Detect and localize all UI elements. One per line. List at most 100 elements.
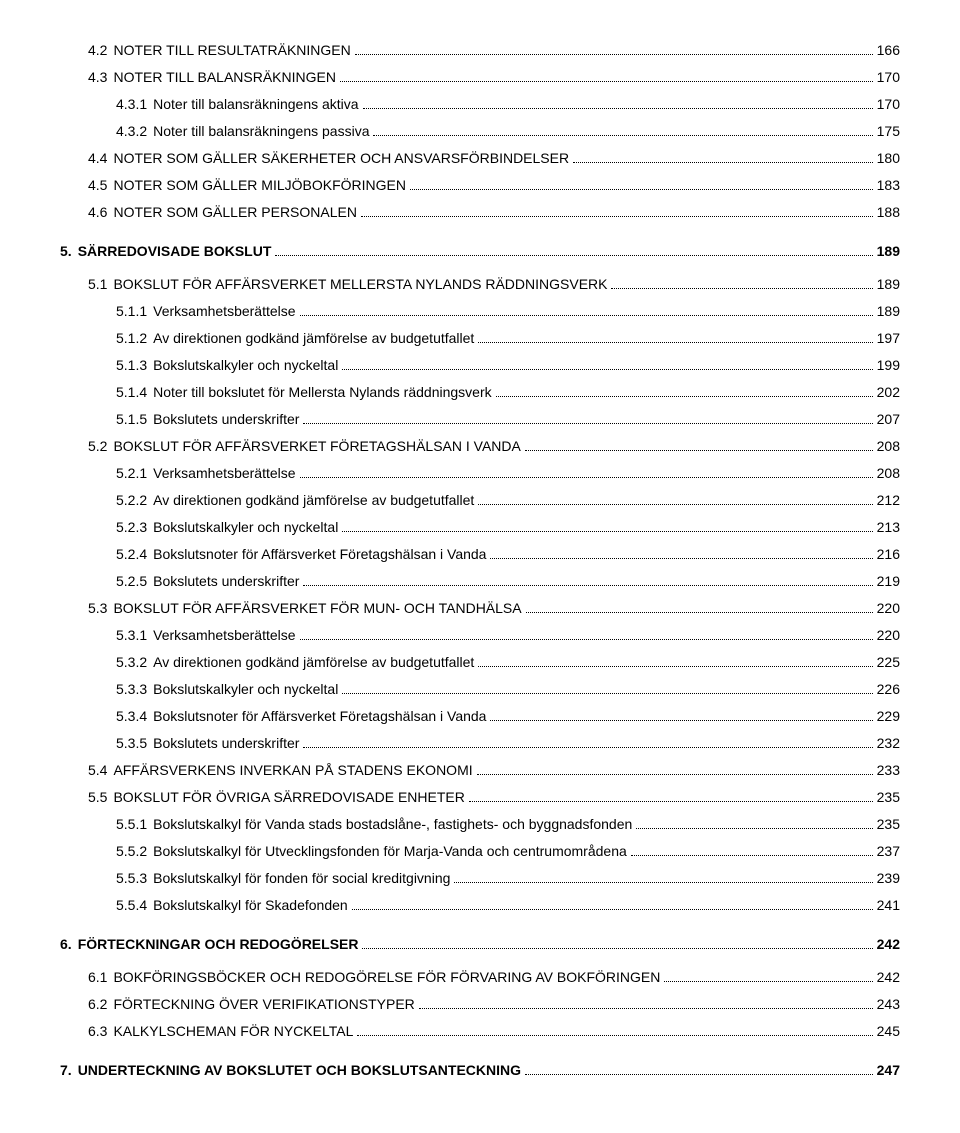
toc-leader-dots xyxy=(362,935,872,949)
toc-leader-dots xyxy=(525,1061,873,1075)
toc-entry-title: Bokslutets underskrifter xyxy=(147,409,299,430)
toc-entry[interactable]: 5.3.2Av direktionen godkänd jämförelse a… xyxy=(60,652,900,673)
toc-entry-number: 5.4 xyxy=(88,760,107,781)
toc-leader-dots xyxy=(357,1022,872,1036)
toc-entry-page: 239 xyxy=(877,868,900,889)
toc-entry[interactable]: 5.1.2Av direktionen godkänd jämförelse a… xyxy=(60,328,900,349)
toc-entry-title: KALKYLSCHEMAN FÖR NYCKELTAL xyxy=(107,1021,353,1042)
toc-entry-page: 237 xyxy=(877,841,900,862)
toc-entry-number: 4.6 xyxy=(88,202,107,223)
toc-entry-title: NOTER SOM GÄLLER SÄKERHETER OCH ANSVARSF… xyxy=(107,148,569,169)
toc-entry-title: SÄRREDOVISADE BOKSLUT xyxy=(72,241,272,262)
toc-leader-dots xyxy=(573,149,873,163)
toc-entry-page: 235 xyxy=(877,787,900,808)
toc-leader-dots xyxy=(664,968,872,982)
toc-entry[interactable]: 6.2FÖRTECKNING ÖVER VERIFIKATIONSTYPER24… xyxy=(60,994,900,1015)
toc-leader-dots xyxy=(361,203,873,217)
toc-entry-page: 170 xyxy=(877,67,900,88)
toc-entry-page: 207 xyxy=(877,409,900,430)
toc-entry-page: 170 xyxy=(877,94,900,115)
toc-entry-page: 245 xyxy=(877,1021,900,1042)
toc-entry[interactable]: 4.3NOTER TILL BALANSRÄKNINGEN170 xyxy=(60,67,900,88)
toc-entry-page: 189 xyxy=(877,241,900,262)
toc-leader-dots xyxy=(342,518,872,532)
toc-entry-page: 202 xyxy=(877,382,900,403)
toc-entry-page: 220 xyxy=(877,598,900,619)
toc-leader-dots xyxy=(342,356,872,370)
toc-entry-title: Bokslutskalkyl för Vanda stads bostadslå… xyxy=(147,814,632,835)
toc-entry[interactable]: 5.SÄRREDOVISADE BOKSLUT189 xyxy=(60,241,900,262)
toc-entry[interactable]: 5.5.2Bokslutskalkyl för Utvecklingsfonde… xyxy=(60,841,900,862)
toc-entry[interactable]: 4.3.2Noter till balansräkningens passiva… xyxy=(60,121,900,142)
toc-entry-number: 5.3.3 xyxy=(116,679,147,700)
toc-entry-number: 5.1.1 xyxy=(116,301,147,322)
toc-entry-title: NOTER SOM GÄLLER MILJÖBOKFÖRINGEN xyxy=(107,175,406,196)
toc-entry[interactable]: 5.1.1Verksamhetsberättelse189 xyxy=(60,301,900,322)
toc-entry-number: 5.2.1 xyxy=(116,463,147,484)
toc-leader-dots xyxy=(303,410,872,424)
toc-entry[interactable]: 6.FÖRTECKNINGAR OCH REDOGÖRELSER242 xyxy=(60,934,900,955)
toc-entry[interactable]: 5.3.1Verksamhetsberättelse220 xyxy=(60,625,900,646)
toc-entry-number: 5.3.1 xyxy=(116,625,147,646)
toc-entry[interactable]: 5.2BOKSLUT FÖR AFFÄRSVERKET FÖRETAGSHÄLS… xyxy=(60,436,900,457)
toc-entry-number: 5.5 xyxy=(88,787,107,808)
toc-entry[interactable]: 5.5BOKSLUT FÖR ÖVRIGA SÄRREDOVISADE ENHE… xyxy=(60,787,900,808)
toc-entry[interactable]: 4.5NOTER SOM GÄLLER MILJÖBOKFÖRINGEN183 xyxy=(60,175,900,196)
toc-entry-number: 4.3.2 xyxy=(116,121,147,142)
toc-entry-title: BOKSLUT FÖR ÖVRIGA SÄRREDOVISADE ENHETER xyxy=(107,787,464,808)
toc-entry-title: Noter till balansräkningens passiva xyxy=(147,121,369,142)
toc-entry[interactable]: 5.4AFFÄRSVERKENS INVERKAN PÅ STADENS EKO… xyxy=(60,760,900,781)
toc-entry-number: 4.5 xyxy=(88,175,107,196)
toc-entry-title: Noter till balansräkningens aktiva xyxy=(147,94,358,115)
toc-entry-number: 5.5.1 xyxy=(116,814,147,835)
toc-entry[interactable]: 5.3BOKSLUT FÖR AFFÄRSVERKET FÖR MUN- OCH… xyxy=(60,598,900,619)
toc-entry[interactable]: 7.UNDERTECKNING AV BOKSLUTET OCH BOKSLUT… xyxy=(60,1060,900,1081)
toc-entry[interactable]: 4.3.1Noter till balansräkningens aktiva1… xyxy=(60,94,900,115)
toc-entry-number: 5.3.5 xyxy=(116,733,147,754)
toc-leader-dots xyxy=(454,869,872,883)
toc-leader-dots xyxy=(303,572,872,586)
toc-leader-dots xyxy=(478,491,872,505)
toc-entry[interactable]: 5.3.4Bokslutsnoter för Affärsverket Före… xyxy=(60,706,900,727)
toc-entry[interactable]: 5.2.1Verksamhetsberättelse208 xyxy=(60,463,900,484)
toc-entry-page: 229 xyxy=(877,706,900,727)
toc-entry[interactable]: 5.2.4Bokslutsnoter för Affärsverket Före… xyxy=(60,544,900,565)
toc-entry-title: Av direktionen godkänd jämförelse av bud… xyxy=(147,652,474,673)
toc-entry-number: 5.1.2 xyxy=(116,328,147,349)
toc-entry-number: 5.1.5 xyxy=(116,409,147,430)
toc-entry[interactable]: 6.3KALKYLSCHEMAN FÖR NYCKELTAL245 xyxy=(60,1021,900,1042)
toc-entry-number: 5.5.4 xyxy=(116,895,147,916)
toc-entry[interactable]: 5.2.3Bokslutskalkyler och nyckeltal213 xyxy=(60,517,900,538)
toc-entry[interactable]: 5.1BOKSLUT FÖR AFFÄRSVERKET MELLERSTA NY… xyxy=(60,274,900,295)
toc-entry-number: 5.2.4 xyxy=(116,544,147,565)
toc-entry-page: 212 xyxy=(877,490,900,511)
toc-entry-number: 6.1 xyxy=(88,967,107,988)
toc-entry[interactable]: 5.1.3Bokslutskalkyler och nyckeltal199 xyxy=(60,355,900,376)
toc-entry[interactable]: 5.5.1Bokslutskalkyl för Vanda stads bost… xyxy=(60,814,900,835)
toc-entry[interactable]: 4.4NOTER SOM GÄLLER SÄKERHETER OCH ANSVA… xyxy=(60,148,900,169)
toc-entry[interactable]: 5.2.5Bokslutets underskrifter219 xyxy=(60,571,900,592)
toc-leader-dots xyxy=(525,437,873,451)
toc-entry-page: 235 xyxy=(877,814,900,835)
toc-entry[interactable]: 6.1BOKFÖRINGSBÖCKER OCH REDOGÖRELSE FÖR … xyxy=(60,967,900,988)
toc-entry[interactable]: 5.3.5Bokslutets underskrifter232 xyxy=(60,733,900,754)
toc-entry-page: 233 xyxy=(877,760,900,781)
toc-entry[interactable]: 4.2NOTER TILL RESULTATRÄKNINGEN166 xyxy=(60,40,900,61)
toc-entry-title: FÖRTECKNINGAR OCH REDOGÖRELSER xyxy=(72,934,359,955)
toc-entry-page: 220 xyxy=(877,625,900,646)
toc-entry-title: BOKSLUT FÖR AFFÄRSVERKET MELLERSTA NYLAN… xyxy=(107,274,607,295)
toc-entry[interactable]: 5.5.3Bokslutskalkyl för fonden för socia… xyxy=(60,868,900,889)
toc-entry[interactable]: 5.2.2Av direktionen godkänd jämförelse a… xyxy=(60,490,900,511)
toc-entry-page: 226 xyxy=(877,679,900,700)
toc-leader-dots xyxy=(496,383,873,397)
toc-entry[interactable]: 4.6NOTER SOM GÄLLER PERSONALEN188 xyxy=(60,202,900,223)
toc-entry[interactable]: 5.1.5Bokslutets underskrifter 207 xyxy=(60,409,900,430)
toc-entry-title: UNDERTECKNING AV BOKSLUTET OCH BOKSLUTSA… xyxy=(72,1060,521,1081)
toc-entry-title: Bokslutsnoter för Affärsverket Företagsh… xyxy=(147,706,486,727)
toc-entry[interactable]: 5.1.4Noter till bokslutet för Mellersta … xyxy=(60,382,900,403)
toc-entry-title: BOKSLUT FÖR AFFÄRSVERKET FÖRETAGSHÄLSAN … xyxy=(107,436,520,457)
toc-entry[interactable]: 5.5.4Bokslutskalkyl för Skadefonden241 xyxy=(60,895,900,916)
toc-leader-dots xyxy=(300,626,873,640)
toc-entry-title: NOTER TILL BALANSRÄKNINGEN xyxy=(107,67,336,88)
toc-entry[interactable]: 5.3.3Bokslutskalkyler och nyckeltal226 xyxy=(60,679,900,700)
